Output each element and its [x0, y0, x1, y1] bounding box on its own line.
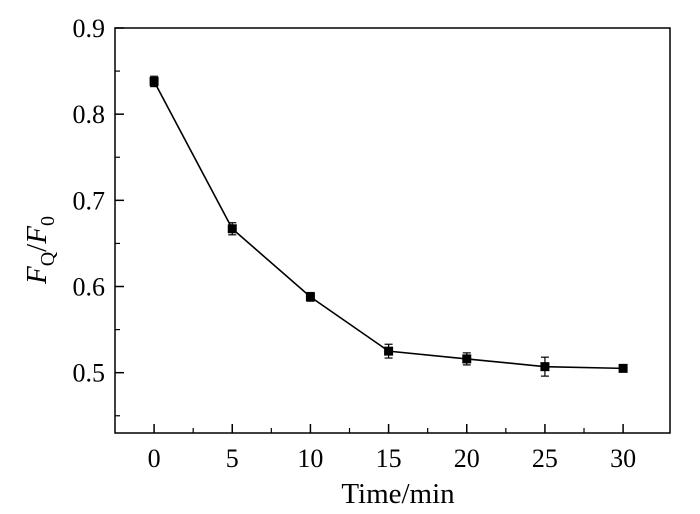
y-axis-title: FQ/F0	[21, 216, 59, 285]
plot-area	[114, 27, 671, 434]
data-point	[227, 224, 237, 234]
x-tick-label: 20	[454, 444, 480, 473]
data-point	[618, 363, 628, 373]
data-point	[384, 346, 394, 356]
y-title-sub-0: 0	[37, 216, 59, 226]
y-tick-label: 0.6	[73, 273, 106, 302]
y-axis: 0.5 0.6 0.7 0.8 0.9	[73, 14, 124, 417]
x-tick-label: 0	[148, 444, 161, 473]
y-tick-label: 0.5	[73, 359, 106, 388]
data-point	[462, 354, 472, 364]
y-tick-label: 0.9	[73, 14, 106, 43]
data-point	[149, 76, 159, 86]
y-tick-label: 0.7	[73, 186, 106, 215]
series-layer	[149, 75, 628, 377]
series-line	[153, 81, 624, 370]
x-tick-label: 25	[532, 444, 558, 473]
x-tick-label: 10	[297, 444, 323, 473]
y-tick-label: 0.8	[73, 100, 106, 129]
x-axis-title: Time/min	[341, 478, 455, 510]
x-tick-label: 30	[610, 444, 636, 473]
svg-text:FQ/F0: FQ/F0	[21, 216, 59, 285]
plot-border	[114, 27, 671, 434]
y-title-slash: /	[21, 243, 53, 252]
y-title-f1: F	[21, 266, 53, 285]
x-tick-label: 15	[376, 444, 402, 473]
data-point	[305, 292, 315, 302]
x-tick-label: 5	[226, 444, 239, 473]
x-axis: 0 5 10 15 20 25 30	[148, 424, 636, 473]
data-point	[540, 362, 550, 372]
y-title-f2: F	[21, 226, 53, 245]
y-title-sub-q: Q	[37, 251, 59, 266]
